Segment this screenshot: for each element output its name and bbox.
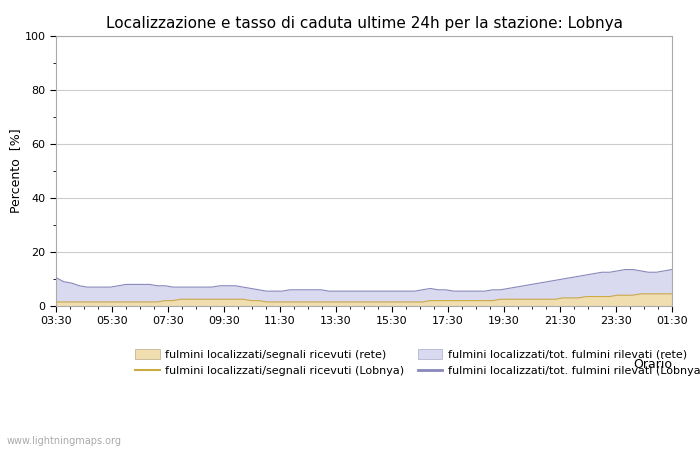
Text: www.lightningmaps.org: www.lightningmaps.org: [7, 436, 122, 446]
Text: Orario: Orario: [633, 358, 672, 371]
Y-axis label: Percento  [%]: Percento [%]: [9, 129, 22, 213]
Legend: fulmini localizzati/segnali ricevuti (rete), fulmini localizzati/segnali ricevut: fulmini localizzati/segnali ricevuti (re…: [136, 349, 700, 376]
Title: Localizzazione e tasso di caduta ultime 24h per la stazione: Lobnya: Localizzazione e tasso di caduta ultime …: [106, 16, 622, 31]
